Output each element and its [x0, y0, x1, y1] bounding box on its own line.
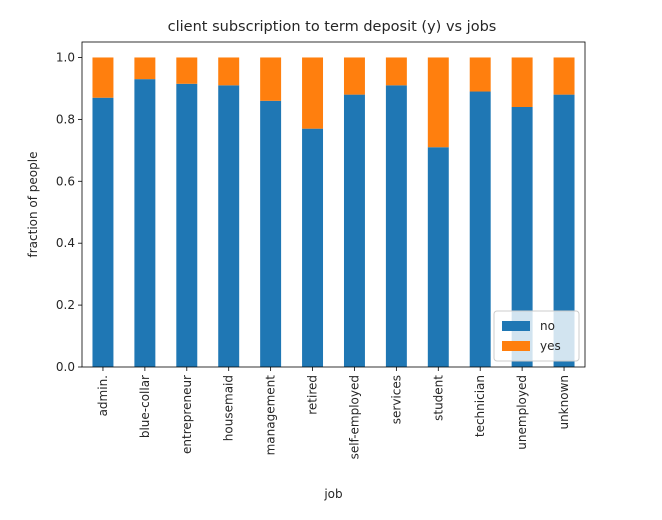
x-tick-label: housemaid [222, 375, 236, 441]
bar-no-admin [92, 97, 114, 367]
bar-no-self-employed [343, 94, 365, 367]
x-tick-label: admin. [96, 375, 110, 416]
bar-yes-retired [302, 57, 324, 129]
bar-yes-entrepreneur [176, 57, 198, 84]
bar-no-unknown [553, 94, 575, 367]
bar-yes-admin [92, 57, 114, 98]
bar-yes-unknown [553, 57, 575, 95]
bar-no-services [385, 85, 407, 367]
x-tick-label: entrepreneur [180, 375, 194, 454]
y-tick-label: 0.2 [56, 298, 75, 312]
chart-title: client subscription to term deposit (y) … [168, 19, 497, 35]
x-tick-label: unknown [557, 375, 571, 430]
bar-yes-unemployed [511, 57, 533, 107]
legend-label-no: no [540, 319, 555, 333]
bar-yes-student [427, 57, 449, 148]
plot-area [92, 57, 575, 368]
bar-yes-technician [469, 57, 491, 92]
y-tick-label: 0.6 [56, 174, 75, 188]
legend-swatch-yes [502, 341, 530, 351]
x-tick-label: retired [306, 375, 320, 415]
y-axis-label: fraction of people [26, 152, 40, 258]
y-axis: 0.0 0.2 0.4 0.6 0.8 1.0 [56, 50, 82, 374]
bar-no-management [260, 100, 282, 368]
x-axis-label: job [323, 487, 342, 501]
y-tick-label: 0.8 [56, 112, 75, 126]
legend: no yes [493, 310, 580, 362]
x-tick-label: blue-collar [138, 375, 152, 438]
bar-yes-housemaid [218, 57, 240, 86]
x-tick-label: technician [473, 375, 487, 437]
x-tick-label: management [264, 375, 278, 456]
bar-no-blue-collar [134, 79, 156, 368]
x-tick-label: self-employed [347, 375, 361, 459]
bar-no-technician [469, 91, 491, 368]
x-tick-label: student [431, 375, 445, 421]
bar-yes-self-employed [343, 57, 365, 95]
x-tick-label: unemployed [515, 375, 529, 450]
bar-no-student [427, 147, 449, 367]
bar-yes-blue-collar [134, 57, 156, 80]
bar-no-retired [302, 128, 324, 367]
bar-yes-management [260, 57, 282, 101]
legend-label-yes: yes [540, 339, 561, 353]
legend-swatch-no [502, 321, 530, 331]
legend-box [493, 310, 580, 362]
y-tick-label: 0.0 [56, 360, 75, 374]
bar-no-entrepreneur [176, 83, 198, 368]
bar-no-unemployed [511, 107, 533, 367]
y-tick-label: 0.4 [56, 236, 75, 250]
x-tick-label: services [389, 375, 403, 424]
x-axis: admin. blue-collar entrepreneur housemaid ma… [96, 367, 571, 459]
y-tick-label: 1.0 [56, 50, 75, 64]
bar-yes-services [385, 57, 407, 86]
plot-frame [81, 41, 586, 368]
bar-no-housemaid [218, 85, 240, 367]
